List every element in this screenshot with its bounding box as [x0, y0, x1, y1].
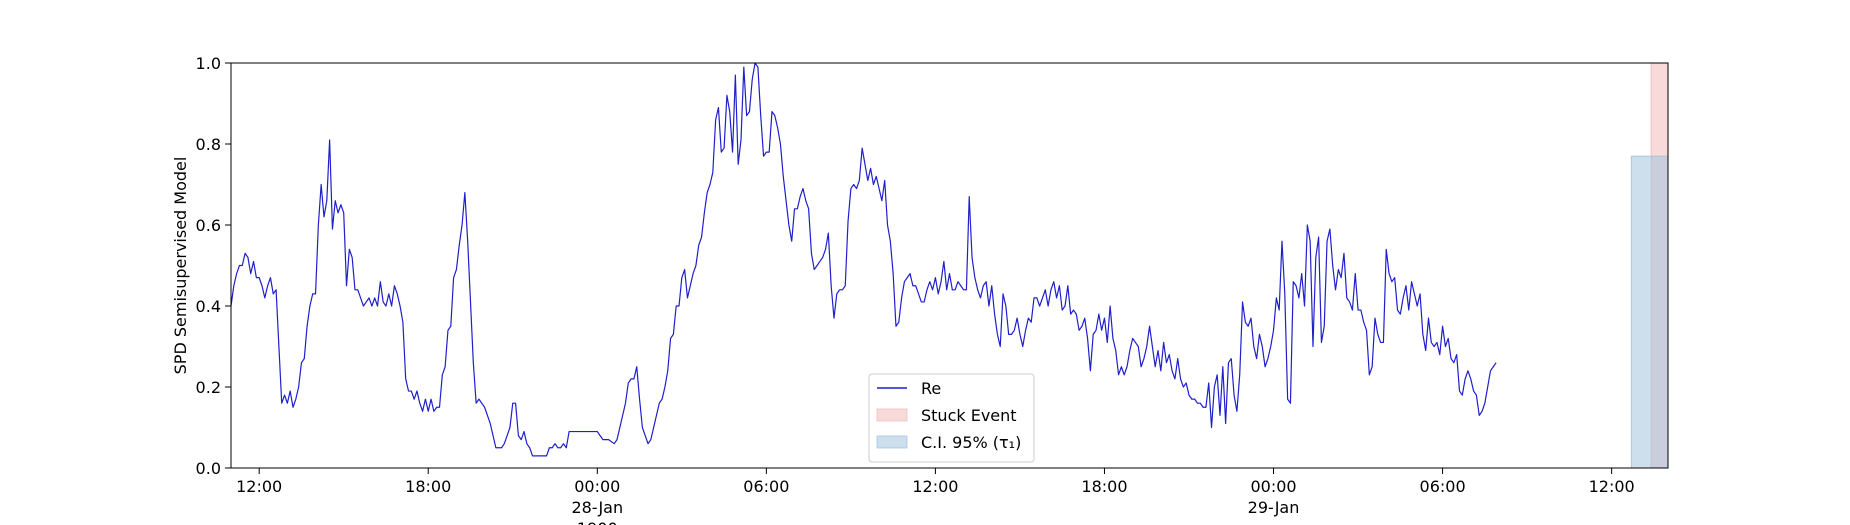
x-tick-label: 29-Jan	[1248, 498, 1300, 517]
y-tick-label: 0.4	[196, 297, 221, 316]
x-tick-label: 00:00	[1250, 477, 1296, 496]
series-line-0	[230, 62, 1497, 457]
x-tick-label: 12:00	[1589, 477, 1635, 496]
legend-label: Stuck Event	[921, 406, 1017, 425]
y-tick-label: 0.8	[196, 135, 221, 154]
x-tick-label: 28-Jan	[571, 498, 623, 517]
x-tick-label: 12:00	[912, 477, 958, 496]
legend-swatch-patch	[876, 408, 908, 422]
x-tick-label: 00:00	[574, 477, 620, 496]
y-axis-label: SPD Semisupervised Model	[171, 157, 190, 375]
plot-frame	[230, 62, 1669, 469]
span-1	[1630, 155, 1669, 469]
x-axis: 12:00 18:00 00:00 28-Jan 1900 06:00 12:00 18:00…	[236, 468, 1635, 525]
legend-label: C.I. 95% (τ₁)	[921, 433, 1021, 452]
x-tick-label: 06:00	[1420, 477, 1466, 496]
y-tick-label: 0.6	[196, 216, 221, 235]
y-tick-label: 0.0	[196, 459, 221, 478]
legend-swatch-patch	[876, 435, 908, 449]
spans-layer	[1630, 62, 1669, 469]
legend-label: Re	[921, 379, 941, 398]
x-tick-label: 12:00	[236, 477, 282, 496]
y-axis: 0.0 0.2 0.4 0.6 0.8 1.0	[196, 54, 231, 478]
y-tick-label: 1.0	[196, 54, 221, 73]
x-tick-label: 1900	[577, 519, 618, 525]
x-tick-label: 06:00	[743, 477, 789, 496]
y-tick-label: 0.2	[196, 378, 221, 397]
x-tick-label: 18:00	[405, 477, 451, 496]
legend-box	[868, 373, 1035, 463]
legend: Re Stuck Event C.I. 95% (τ₁)	[868, 373, 1035, 463]
series-layer	[230, 62, 1497, 457]
x-tick-label: 18:00	[1081, 477, 1127, 496]
